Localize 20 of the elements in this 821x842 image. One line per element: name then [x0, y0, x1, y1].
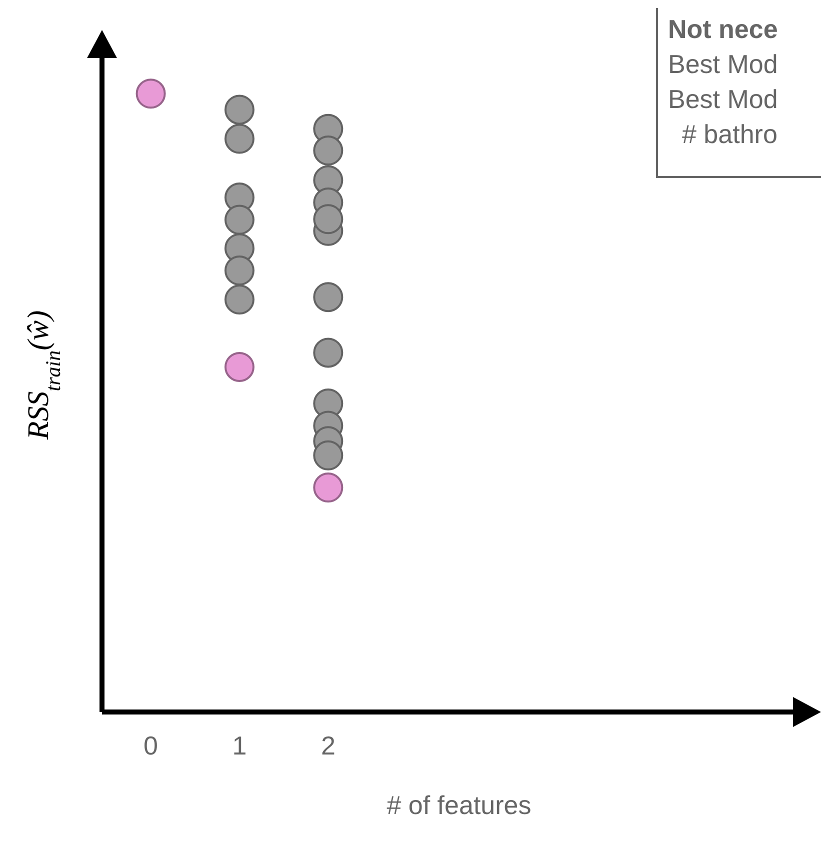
- point: [224, 284, 254, 315]
- point: [224, 204, 254, 235]
- annotation: Best Mod: [668, 83, 779, 116]
- x-tick-label: 2: [320, 730, 336, 760]
- x-axis-title: # of features: [386, 790, 532, 820]
- x-tick-label: 1: [232, 730, 247, 760]
- point: [313, 282, 344, 312]
- point: [313, 472, 344, 503]
- point: [313, 204, 344, 234]
- text-box: Not nece Best Mod Best Mod # bathro: [656, 8, 821, 178]
- point: [136, 78, 166, 109]
- point: [224, 124, 254, 154]
- point: [313, 338, 344, 368]
- point: [313, 440, 344, 470]
- point: [224, 256, 254, 286]
- x-tick-label: 0: [144, 730, 158, 760]
- annotation: # bathro: [681, 118, 778, 151]
- point: [224, 352, 254, 382]
- point: [313, 136, 344, 166]
- point: [224, 94, 254, 125]
